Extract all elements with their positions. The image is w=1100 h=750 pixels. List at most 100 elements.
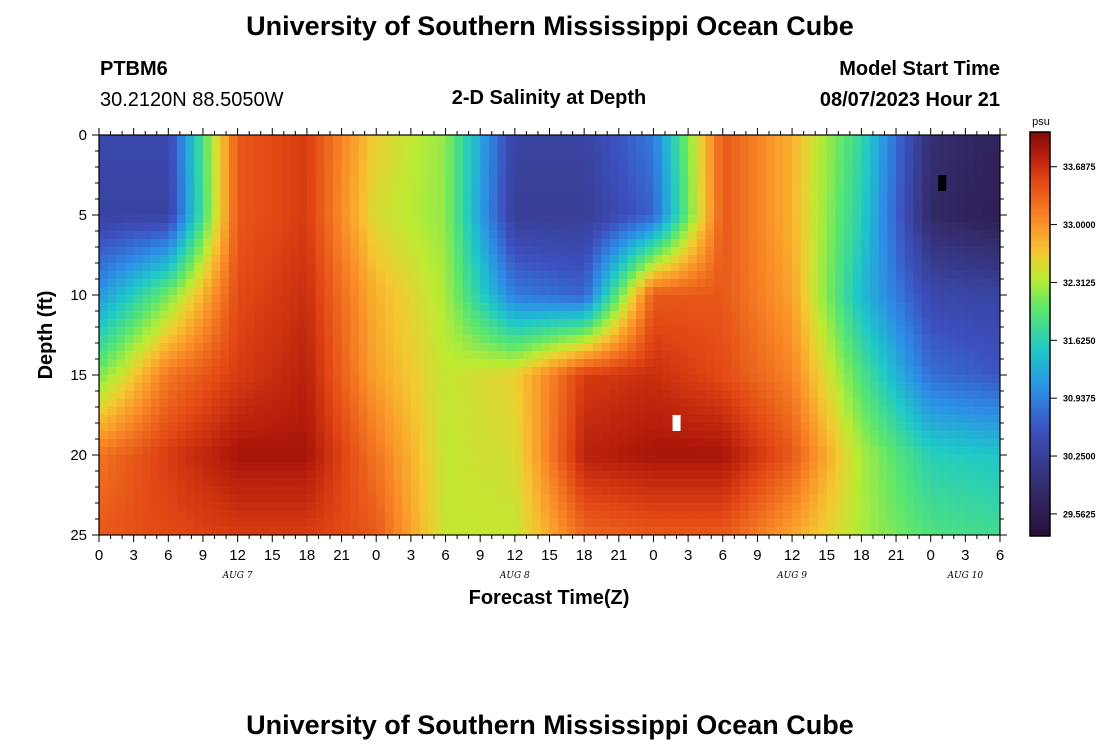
heatmap-cell [280, 391, 291, 400]
heatmap-cell [376, 391, 386, 400]
heatmap-cell [133, 167, 143, 176]
heatmap-cell [766, 463, 776, 472]
heatmap-cell [480, 423, 490, 432]
heatmap-cell [566, 319, 577, 328]
heatmap-cell [358, 447, 369, 456]
heatmap-cell [740, 327, 750, 336]
heatmap-cell [904, 303, 914, 312]
heatmap-cell [618, 247, 629, 256]
heatmap-cell [610, 255, 620, 264]
heatmap-cell [913, 303, 923, 312]
heatmap-cell [280, 279, 291, 288]
heatmap-cell [835, 207, 845, 216]
heatmap-cell [948, 335, 958, 344]
heatmap-cell [930, 167, 940, 176]
heatmap-cell [627, 231, 637, 240]
heatmap-cell [280, 439, 291, 448]
heatmap-cell [471, 447, 481, 456]
heatmap-cell [350, 303, 360, 312]
heatmap-cell [575, 223, 585, 232]
heatmap-cell [705, 247, 715, 256]
heatmap-cell [376, 367, 386, 376]
heatmap-cell [228, 151, 239, 160]
heatmap-cell [540, 495, 551, 504]
heatmap-cell [610, 167, 620, 176]
heatmap-cell [254, 231, 265, 240]
heatmap-cell [731, 431, 741, 440]
heatmap-cell [965, 407, 975, 416]
heatmap-cell [497, 511, 507, 520]
heatmap-cell [202, 159, 213, 168]
heatmap-cell [870, 287, 880, 296]
heatmap-cell [176, 455, 187, 464]
heatmap-cell [246, 343, 256, 352]
heatmap-cell [584, 311, 594, 320]
heatmap-cell [887, 407, 897, 416]
heatmap-cell [774, 279, 785, 288]
heatmap-cell [289, 447, 299, 456]
heatmap-cell [376, 215, 386, 224]
heatmap-cell [462, 175, 473, 184]
heatmap-cell [384, 311, 395, 320]
heatmap-cell [428, 399, 438, 408]
heatmap-cell [930, 503, 940, 512]
heatmap-cell [324, 383, 334, 392]
heatmap-cell [150, 159, 161, 168]
heatmap-cell [766, 191, 776, 200]
heatmap-cell [722, 151, 733, 160]
heatmap-cell [263, 343, 273, 352]
heatmap-cell [289, 263, 299, 272]
heatmap-cell [220, 255, 230, 264]
heatmap-cell [263, 207, 273, 216]
heatmap-cell [809, 255, 819, 264]
heatmap-cell [584, 271, 594, 280]
heatmap-cell [376, 359, 386, 368]
heatmap-cell [731, 215, 741, 224]
heatmap-cell [497, 343, 507, 352]
heatmap-cell [298, 287, 308, 296]
heatmap-cell [419, 167, 429, 176]
heatmap-cell [124, 319, 135, 328]
heatmap-cell [367, 439, 377, 448]
heatmap-cell [922, 495, 932, 504]
heatmap-cell [610, 351, 620, 360]
heatmap-cell [809, 231, 819, 240]
heatmap-cell [878, 439, 888, 448]
heatmap-cell [714, 375, 724, 384]
heatmap-cell [844, 287, 854, 296]
heatmap-cell [228, 319, 239, 328]
heatmap-cell [419, 135, 429, 144]
heatmap-cell [445, 503, 455, 512]
heatmap-cell [722, 215, 733, 224]
heatmap-cell [566, 303, 577, 312]
heatmap-cell [428, 287, 438, 296]
heatmap-cell [930, 311, 940, 320]
heatmap-cell [913, 183, 923, 192]
heatmap-cell [332, 279, 343, 288]
heatmap-cell [670, 495, 681, 504]
heatmap-cell [584, 359, 594, 368]
heatmap-cell [99, 199, 109, 208]
heatmap-cell [861, 471, 871, 480]
heatmap-cell [532, 143, 542, 152]
heatmap-cell [870, 319, 880, 328]
heatmap-cell [124, 495, 135, 504]
heatmap-cell [748, 255, 759, 264]
heatmap-cell [722, 487, 733, 496]
heatmap-cell [653, 295, 663, 304]
heatmap-cell [896, 143, 906, 152]
heatmap-cell [818, 503, 828, 512]
heatmap-cell [965, 135, 975, 144]
heatmap-cell [731, 239, 741, 248]
heatmap-cell [740, 319, 750, 328]
heatmap-cell [731, 311, 741, 320]
heatmap-cell [679, 479, 689, 488]
heatmap-cell [922, 511, 932, 520]
heatmap-cell [748, 271, 759, 280]
heatmap-cell [878, 367, 888, 376]
heatmap-cell [376, 415, 386, 424]
heatmap-cell [636, 207, 646, 216]
heatmap-cell [324, 239, 334, 248]
heatmap-cell [722, 447, 733, 456]
heatmap-cell [982, 175, 992, 184]
